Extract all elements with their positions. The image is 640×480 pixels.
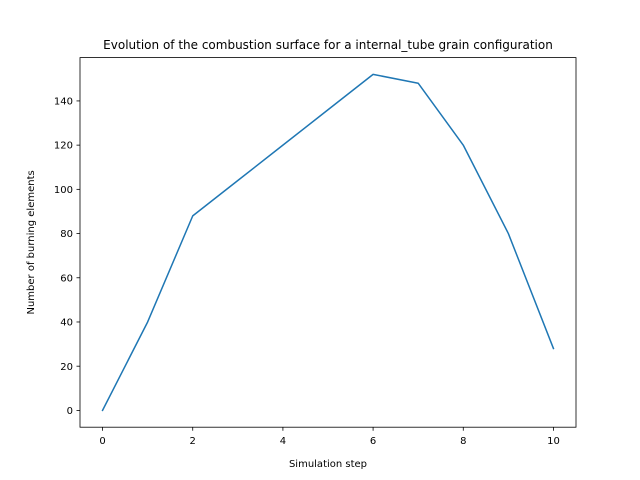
x-tick-label: 2 — [190, 436, 196, 447]
y-tick-label: 0 — [67, 406, 73, 417]
x-tick-label: 6 — [370, 436, 376, 447]
x-tick-label: 10 — [547, 436, 560, 447]
y-tick-label: 40 — [60, 318, 73, 329]
plot-area-frame — [79, 57, 577, 428]
x-axis-ticks: 0 2 4 6 8 10 — [99, 427, 560, 447]
y-tick-label: 60 — [60, 273, 73, 284]
x-tick-label: 4 — [280, 436, 286, 447]
y-axis-ticks: 0 20 40 60 80 100 120 140 — [54, 97, 80, 417]
y-tick-label: 100 — [54, 185, 73, 196]
chart-title: Evolution of the combustion surface for … — [103, 38, 553, 52]
x-tick-label: 0 — [99, 436, 105, 447]
x-tick-label: 8 — [460, 436, 466, 447]
x-axis-label: Simulation step — [289, 459, 367, 470]
y-axis-label: Number of burning elements — [26, 170, 37, 314]
y-tick-label: 120 — [54, 141, 73, 152]
series-layer — [101, 73, 555, 412]
y-tick-label: 20 — [60, 362, 73, 373]
series-line-0 — [101, 73, 555, 412]
y-tick-label: 80 — [60, 229, 73, 240]
y-tick-label: 140 — [54, 97, 73, 108]
